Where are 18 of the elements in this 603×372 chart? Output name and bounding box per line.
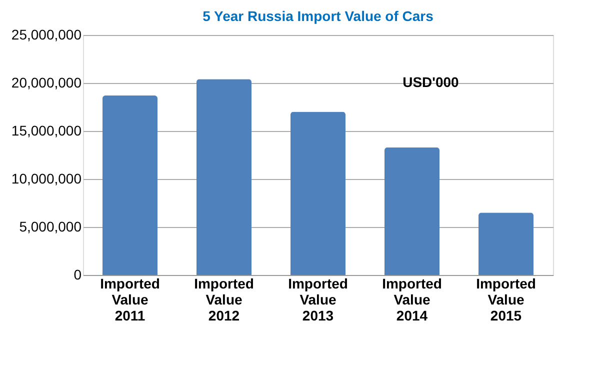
x-tick-label: Imported Value 2015 [476, 276, 536, 324]
x-tick-label: Imported Value 2013 [288, 276, 348, 324]
bar [196, 79, 252, 275]
bar [102, 95, 158, 275]
y-tick-label: 15,000,000 [11, 122, 82, 138]
bar [384, 147, 440, 275]
x-tick-label: Imported Value 2012 [194, 276, 254, 324]
annotation: USD'000 [402, 74, 460, 90]
y-tick-label: 25,000,000 [11, 26, 82, 42]
bar [290, 112, 346, 275]
chart-title: 5 Year Russia Import Value of Cars [202, 8, 434, 24]
y-tick-label: 10,000,000 [11, 170, 82, 186]
bar [478, 212, 534, 275]
x-tick-label: Imported Value 2011 [100, 276, 160, 324]
y-tick-label: 0 [74, 266, 82, 282]
y-tick-label: 5,000,000 [19, 218, 82, 234]
x-tick-label: Imported Value 2014 [382, 276, 442, 324]
y-tick-label: 20,000,000 [11, 74, 82, 90]
